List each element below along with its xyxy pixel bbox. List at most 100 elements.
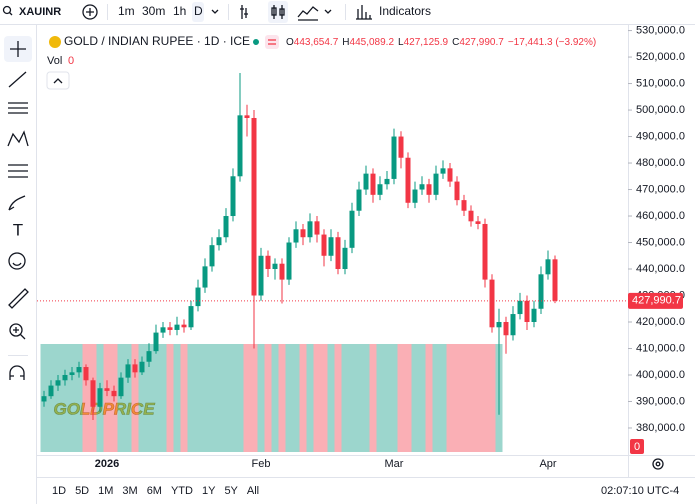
candle-body bbox=[237, 115, 243, 177]
toolbar-bg bbox=[0, 0, 695, 24]
candles-style bbox=[271, 7, 277, 16]
volume-bar bbox=[61, 344, 69, 452]
volume-bar bbox=[152, 344, 160, 452]
y-tick-label: 420,000.0 bbox=[636, 316, 685, 328]
symbol[interactable]: XAUINR bbox=[19, 6, 61, 18]
settings-gear bbox=[655, 461, 661, 467]
volume-bar bbox=[446, 344, 454, 452]
interval[interactable]: 30m bbox=[142, 4, 165, 18]
interval-menu[interactable] bbox=[211, 9, 219, 14]
range-button[interactable]: YTD bbox=[171, 485, 193, 497]
indicators-icon[interactable] bbox=[356, 5, 372, 20]
trend-line-tool[interactable] bbox=[8, 71, 27, 88]
range-button[interactable]: All bbox=[247, 485, 259, 497]
candle-body bbox=[160, 327, 166, 333]
candle-body bbox=[447, 168, 453, 182]
fib-tool[interactable] bbox=[8, 102, 28, 114]
candle-body bbox=[69, 372, 75, 375]
volume-axis-label: 0 bbox=[634, 441, 640, 453]
volume-bar bbox=[292, 344, 300, 452]
add-symbol-plus bbox=[86, 8, 94, 16]
candle-body bbox=[307, 221, 313, 238]
candle-body bbox=[62, 374, 68, 381]
range-button[interactable]: 3M bbox=[122, 485, 137, 497]
crosshair-tool[interactable] bbox=[10, 41, 26, 57]
volume-bar bbox=[369, 344, 377, 452]
ohlc-value: 445,089.2 bbox=[350, 37, 395, 48]
zoom-tool[interactable] bbox=[9, 323, 23, 337]
interval[interactable]: 1h bbox=[173, 4, 186, 18]
range-button[interactable]: 1D bbox=[52, 485, 66, 497]
x-tick-label: Mar bbox=[385, 458, 404, 470]
indicators-button[interactable]: Indicators bbox=[379, 4, 431, 18]
volume-bar bbox=[334, 344, 342, 452]
emoji-tool[interactable] bbox=[8, 252, 26, 270]
candle-body bbox=[377, 184, 383, 195]
candle-body bbox=[265, 255, 271, 270]
candle-body bbox=[321, 234, 327, 256]
chart-legend: GOLD / INDIAN RUPEE · 1D · ICE O443,654.… bbox=[46, 34, 596, 90]
volume-bar bbox=[439, 344, 447, 452]
range-button[interactable]: 1Y bbox=[202, 485, 216, 497]
y-tick-label: 450,000.0 bbox=[636, 236, 685, 248]
candle-body bbox=[328, 237, 334, 256]
volume-bar bbox=[348, 344, 356, 452]
volume-bar bbox=[376, 344, 384, 452]
volume-bar bbox=[411, 344, 419, 452]
bars-style[interactable] bbox=[240, 5, 248, 19]
candle-body bbox=[272, 263, 278, 270]
prediction-tool[interactable] bbox=[8, 164, 28, 178]
volume-bar bbox=[285, 344, 293, 452]
volume-bar bbox=[313, 344, 321, 452]
interval[interactable]: D bbox=[194, 4, 203, 18]
volume-bar bbox=[425, 344, 433, 452]
volume-bar bbox=[215, 344, 223, 452]
candle-body bbox=[335, 237, 341, 270]
range-button[interactable]: 5D bbox=[75, 485, 89, 497]
candles-style[interactable] bbox=[273, 5, 283, 19]
text-tool[interactable]: T bbox=[13, 220, 23, 239]
y-tick-label: 400,000.0 bbox=[636, 369, 685, 381]
candle-body bbox=[489, 279, 495, 328]
ohlc-key: H bbox=[342, 37, 349, 48]
candle-body bbox=[97, 388, 103, 407]
volume-bar bbox=[236, 344, 244, 452]
candle-body bbox=[314, 221, 320, 235]
candle-body bbox=[300, 229, 306, 238]
candle-body bbox=[244, 115, 250, 118]
candle-body bbox=[132, 364, 138, 373]
candle-body bbox=[83, 367, 89, 381]
candle-body bbox=[216, 237, 222, 246]
x-tick-label: Apr bbox=[539, 458, 556, 470]
volume-bar bbox=[271, 344, 279, 452]
volume-bar bbox=[173, 344, 181, 452]
price-change: −17,441.3 (−3.92%) bbox=[508, 37, 596, 48]
volume-bar bbox=[229, 344, 237, 452]
brush-tool[interactable] bbox=[8, 195, 26, 211]
settings-gear[interactable] bbox=[652, 458, 664, 470]
add-symbol[interactable] bbox=[82, 4, 98, 20]
range-button[interactable]: 1M bbox=[98, 485, 113, 497]
search-icon[interactable] bbox=[2, 5, 12, 15]
measure-tool[interactable] bbox=[8, 288, 29, 309]
pattern-tool[interactable] bbox=[7, 130, 29, 147]
volume-bar bbox=[362, 344, 370, 452]
interval[interactable]: 1m bbox=[118, 4, 135, 18]
y-tick-label: 480,000.0 bbox=[636, 157, 685, 169]
magnet-tool[interactable] bbox=[9, 365, 25, 380]
volume-bar bbox=[341, 344, 349, 452]
range-button[interactable]: 6M bbox=[147, 485, 162, 497]
collapse-legend[interactable] bbox=[46, 71, 70, 90]
y-tick-label: 460,000.0 bbox=[636, 210, 685, 222]
range-button[interactable]: 5Y bbox=[224, 485, 238, 497]
candle-body bbox=[195, 287, 201, 307]
style-menu[interactable] bbox=[324, 9, 332, 14]
area-style[interactable] bbox=[297, 6, 319, 21]
candle-body bbox=[342, 247, 348, 270]
candle-body bbox=[370, 173, 376, 195]
candle-body bbox=[41, 396, 47, 402]
candle-body bbox=[363, 173, 369, 190]
volume-bar bbox=[194, 344, 202, 452]
volume-bar bbox=[75, 344, 83, 452]
candle-body bbox=[454, 181, 460, 201]
